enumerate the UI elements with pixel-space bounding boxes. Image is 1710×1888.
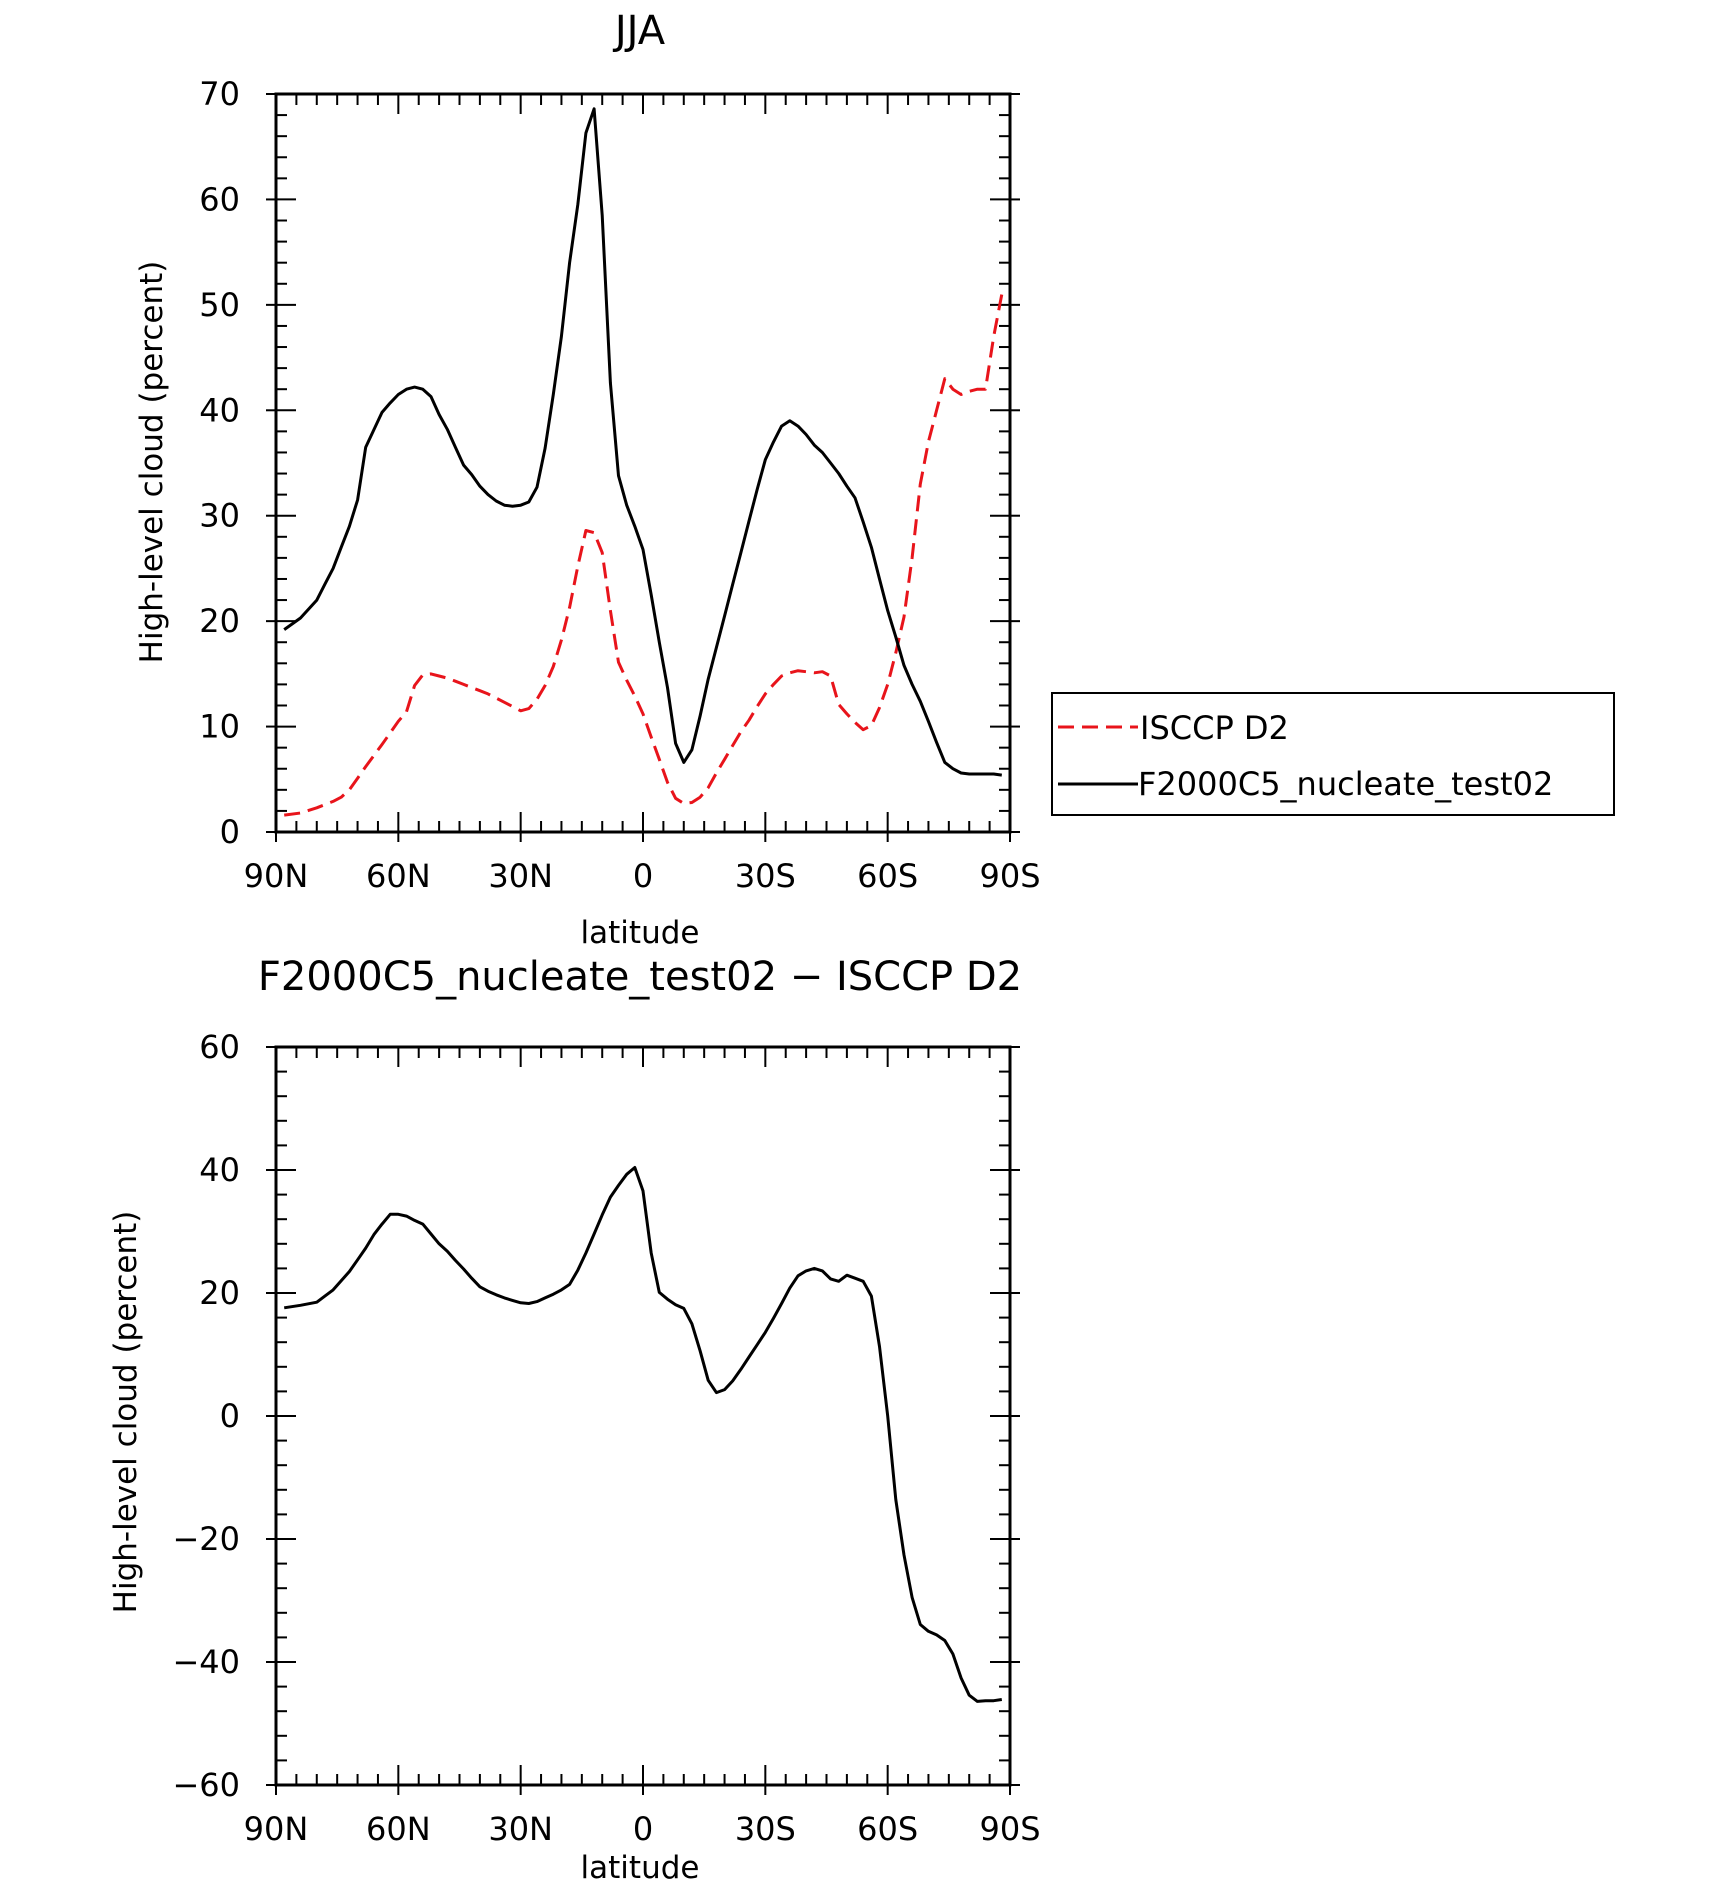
chart-title: JJA (612, 8, 666, 54)
x-tick-label: 90S (979, 1810, 1040, 1848)
plot-frame (274, 1045, 1012, 1787)
x-tick-label: 90N (244, 1810, 309, 1848)
series-line-isccp-d2 (284, 294, 1004, 817)
y-axis-label: High-level cloud (percent) (108, 1211, 144, 1614)
y-tick-label: 60 (199, 180, 240, 218)
y-tick-label: −60 (172, 1766, 240, 1804)
bottom-chart: F2000C5_nucleate_test02 − ISCCP D2 60 40 2… (108, 954, 1041, 1886)
x-tick-label: 60N (366, 1810, 431, 1848)
legend-label-model: F2000C5_nucleate_test02 (1138, 765, 1553, 803)
legend: ISCCP D2 F2000C5_nucleate_test02 (1051, 692, 1615, 816)
plot-frame (274, 92, 1012, 834)
y-tick-label: 60 (199, 1028, 240, 1066)
chart-title: F2000C5_nucleate_test02 − ISCCP D2 (258, 954, 1022, 1000)
y-tick-label: 0 (220, 1397, 240, 1435)
y-tick-label: 10 (199, 708, 240, 746)
y-tick-label: 40 (199, 1151, 240, 1189)
y-tick-label: 30 (199, 497, 240, 535)
x-tick-label: 60S (857, 1810, 918, 1848)
legend-box (1051, 692, 1615, 816)
series-line-difference (283, 1166, 1003, 1703)
legend-label-isccp: ISCCP D2 (1140, 709, 1289, 747)
axes-frame (266, 1045, 1020, 1795)
x-tick-label: 60N (366, 857, 431, 895)
y-tick-label: 20 (199, 602, 240, 640)
y-tick-label: −20 (172, 1520, 240, 1558)
series-line-f2000c5-nucleate-test02 (283, 107, 1003, 777)
y-tick-labels: 0 10 20 30 40 50 60 70 (199, 75, 240, 851)
x-axis-label: latitude (581, 1850, 700, 1883)
y-axis-label: High-level cloud (percent) (134, 261, 170, 664)
x-tick-label: 30S (735, 1810, 796, 1848)
x-tick-labels: 90N 60N 30N 0 30S 60S 90S (244, 857, 1041, 895)
y-tick-labels: 60 40 20 0 −20 −40 −60 (172, 1028, 240, 1804)
x-tick-label: 30N (488, 857, 553, 895)
x-tick-label: 60S (857, 857, 918, 895)
x-tick-label: 0 (633, 857, 653, 895)
plot-lines (283, 1166, 1003, 1703)
y-tick-label: 20 (199, 1274, 240, 1312)
x-tick-labels: 90N 60N 30N 0 30S 60S 90S (244, 1810, 1041, 1848)
plot-lines (283, 107, 1004, 817)
y-tick-label: 0 (220, 813, 240, 851)
axes-frame (266, 92, 1020, 842)
x-axis-label: latitude (581, 915, 700, 951)
x-tick-label: 30N (488, 1810, 553, 1848)
x-tick-label: 90N (244, 857, 309, 895)
x-tick-label: 30S (735, 857, 796, 895)
x-tick-label: 0 (633, 1810, 653, 1848)
y-tick-label: 40 (199, 391, 240, 429)
y-tick-label: 50 (199, 286, 240, 324)
y-tick-label: −40 (172, 1643, 240, 1681)
x-tick-label: 90S (979, 857, 1040, 895)
y-tick-label: 70 (199, 75, 240, 113)
